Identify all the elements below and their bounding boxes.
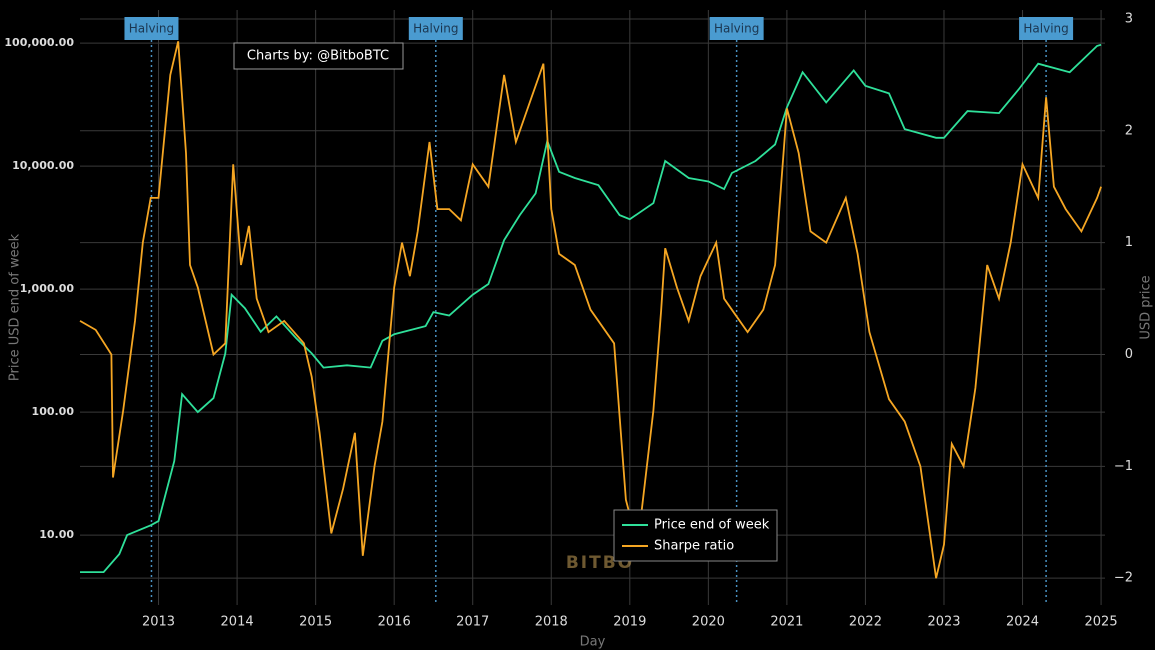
x-tick-label: 2022 <box>849 615 882 630</box>
halving-label: Halving <box>413 22 458 36</box>
x-tick-label: 2018 <box>535 615 568 630</box>
x-tick-label: 2019 <box>613 615 646 630</box>
x-axis-label: Day <box>580 635 606 650</box>
y-axis-label: Price USD end of week <box>8 233 23 381</box>
y-tick-label: 10.00 <box>39 528 74 541</box>
halving-label: Halving <box>714 22 759 36</box>
series-line <box>80 43 1102 573</box>
halving-label: Halving <box>1023 22 1068 36</box>
series-line <box>79 41 1102 579</box>
y-tick-label: 1,000.00 <box>20 282 75 295</box>
y2-tick-label: 3 <box>1125 11 1133 26</box>
y-tick-label: 100,000.00 <box>4 36 74 49</box>
y2-tick-label: 0 <box>1125 347 1133 362</box>
y2-tick-label: 2 <box>1125 123 1133 138</box>
x-tick-label: 2015 <box>299 615 332 630</box>
y-tick-label: 10,000.00 <box>12 159 74 172</box>
x-tick-label: 2023 <box>927 615 960 630</box>
y2-tick-label: −1 <box>1114 459 1133 474</box>
x-tick-label: 2021 <box>770 615 803 630</box>
y2-tick-label: −2 <box>1114 571 1133 586</box>
x-tick-label: 2017 <box>456 615 489 630</box>
credit: Charts by: @BitboBTC <box>247 49 389 64</box>
x-tick-label: 2025 <box>1085 615 1118 630</box>
halving-box <box>408 17 463 40</box>
x-tick-label: 2013 <box>142 615 175 630</box>
x-tick-label: 2024 <box>1006 615 1039 630</box>
x-tick-label: 2020 <box>692 615 725 630</box>
x-tick-label: 2016 <box>378 615 411 630</box>
halving-box <box>1019 17 1074 40</box>
legend-label: Sharpe ratio <box>654 539 734 554</box>
halving-label: Halving <box>129 22 174 36</box>
halving-box <box>709 17 764 40</box>
x-tick-label: 2014 <box>221 615 254 630</box>
legend-box <box>613 509 778 562</box>
halving-box <box>124 17 179 40</box>
y2-tick-label: 1 <box>1125 235 1133 250</box>
y2-axis-label: USD price <box>1139 275 1154 339</box>
y-tick-label: 100.00 <box>32 405 75 418</box>
credit-box <box>233 42 404 70</box>
legend-label: Price end of week <box>654 518 770 533</box>
